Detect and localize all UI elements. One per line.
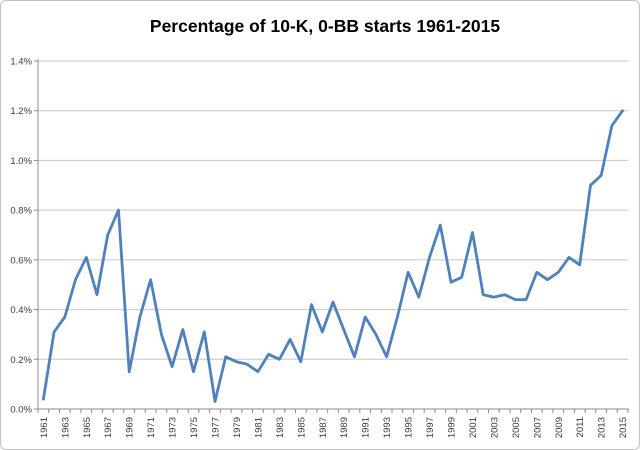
x-axis-labels: 1961 1963 1965 1967 1969 1971 1973 1975 1977 1979…: [39, 417, 629, 438]
y-axis-labels: 0.0% 0.2% 0.4% 0.6% 0.8% 1.0% 1.2% 1.4%: [10, 57, 32, 416]
x-tick-label: 1993: [382, 417, 393, 438]
x-tick-label: 1985: [296, 417, 307, 438]
x-tick-label: 1971: [146, 417, 157, 438]
x-tick-label: 2015: [618, 417, 629, 438]
x-tick-label: 2011: [575, 417, 586, 437]
x-tick-label: 1979: [232, 417, 243, 438]
y-tick-label: 1.2%: [10, 106, 32, 117]
percentage-line: [42, 109, 624, 403]
y-tick-label: 1.0%: [10, 156, 32, 167]
data-series-line: [42, 109, 624, 403]
y-tick-label: 0.6%: [10, 255, 32, 266]
x-tick-label: 2005: [511, 417, 522, 438]
y-tick-label: 0.2%: [10, 355, 32, 366]
x-tick-label: 1983: [275, 417, 286, 438]
x-tick-label: 1965: [82, 417, 93, 438]
x-tick-label: 1977: [211, 417, 222, 438]
x-tick-label: 1995: [404, 417, 415, 438]
y-tick-label: 0.4%: [10, 305, 32, 316]
x-tick-label: 1975: [189, 417, 200, 438]
x-tick-label: 1961: [39, 417, 50, 438]
x-tick-label: 2001: [468, 417, 479, 438]
x-tick-label: 2009: [554, 417, 565, 438]
x-tick-label: 2007: [532, 417, 543, 438]
x-tick-label: 2003: [489, 417, 500, 438]
x-tick-label: 1989: [339, 417, 350, 438]
x-tick-label: 2013: [597, 417, 608, 438]
chart-title: Percentage of 10-K, 0-BB starts 1961-201…: [150, 16, 500, 36]
axes: [37, 59, 629, 410]
x-tick-label: 1969: [125, 417, 136, 438]
y-axis-ticks: [34, 60, 38, 410]
x-tick-label: 1981: [253, 417, 264, 438]
x-tick-label: 1997: [425, 417, 436, 438]
gridlines: [38, 60, 628, 360]
x-tick-label: 1987: [318, 417, 329, 438]
y-tick-label: 0.8%: [10, 206, 32, 217]
x-tick-label: 1991: [361, 417, 372, 438]
y-tick-label: 0.0%: [10, 405, 32, 416]
y-tick-label: 1.4%: [10, 57, 32, 68]
x-axis-ticks: [37, 409, 629, 413]
x-tick-label: 1973: [168, 417, 179, 438]
x-tick-label: 1967: [103, 417, 114, 438]
x-tick-label: 1999: [447, 417, 458, 438]
x-tick-label: 1963: [60, 417, 71, 438]
